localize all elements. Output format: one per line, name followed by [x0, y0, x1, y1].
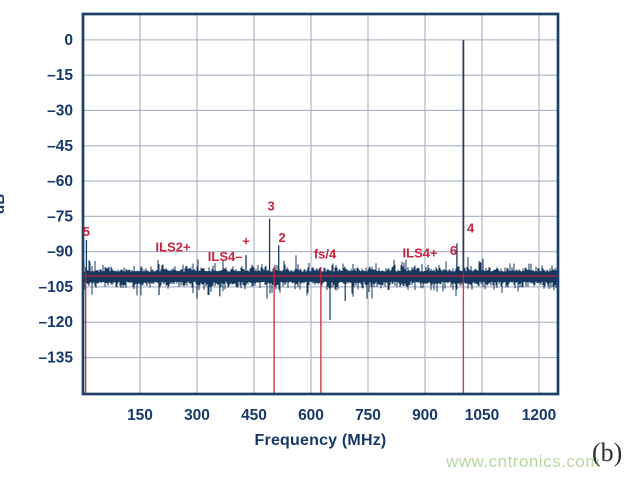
x-tick-label: 600	[298, 407, 324, 424]
spur-annotation: ILS4–	[208, 249, 243, 264]
spur-annotation: 6	[450, 243, 457, 258]
plot-border	[81, 12, 560, 396]
panel-label: (b)	[592, 438, 623, 467]
spur-annotation: ILS2+	[156, 239, 191, 254]
spur-annotation: 5	[83, 224, 90, 239]
y-axis-title: dB	[0, 193, 8, 214]
y-tick-label: –105	[39, 279, 74, 296]
x-axis-title: Frequency (MHz)	[254, 432, 387, 449]
y-tick-label: –30	[47, 102, 73, 119]
y-tick-label: –135	[39, 350, 74, 367]
x-tick-label: 450	[241, 407, 267, 424]
x-tick-label: 300	[184, 407, 210, 424]
x-tick-label: 1050	[465, 407, 499, 424]
x-tick-label: 150	[127, 407, 153, 424]
spur-annotation: fs/4	[314, 247, 337, 262]
spur-annotation: 2	[279, 230, 286, 245]
y-tick-label: –120	[39, 314, 73, 331]
y-tick-label: –75	[47, 208, 73, 225]
spur-annotation: ILS4+	[403, 245, 438, 260]
watermark-text: www.cntronics.com	[446, 452, 600, 471]
x-tick-label: 750	[355, 407, 381, 424]
spur-annotation: 3	[267, 199, 274, 214]
y-tick-label: 0	[64, 32, 73, 49]
y-tick-label: –60	[47, 173, 73, 190]
y-tick-label: –45	[47, 138, 73, 155]
x-tick-label: 1200	[522, 407, 556, 424]
y-tick-label: –90	[47, 244, 73, 261]
y-tick-label: –15	[47, 67, 73, 84]
x-tick-label: 900	[412, 407, 438, 424]
spur-annotation: +	[242, 234, 250, 249]
spur-annotation: 4	[467, 221, 475, 236]
